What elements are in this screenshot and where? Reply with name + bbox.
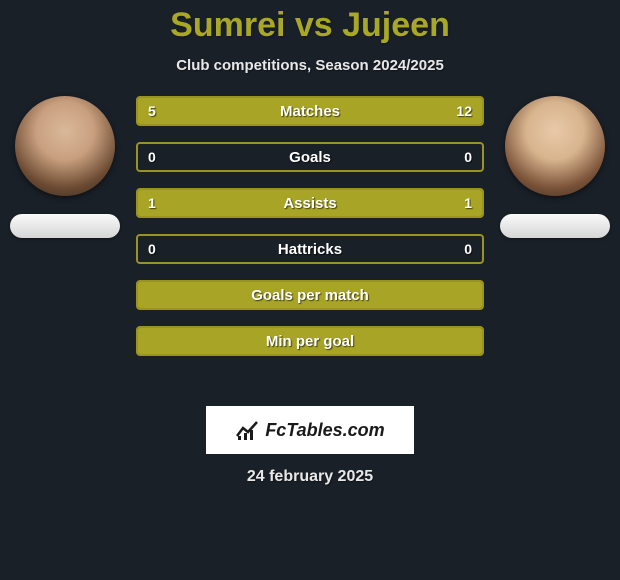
stat-row: 512Matches [136, 96, 484, 126]
source-logo: FcTables.com [206, 406, 414, 454]
source-logo-text: FcTables.com [265, 420, 384, 441]
chart-icon [235, 418, 259, 442]
comparison-title: Sumrei vs Jujeen [0, 0, 620, 45]
stat-label: Min per goal [138, 328, 482, 354]
stat-bars: 512Matches 00Goals 11Assists 00Hattricks Goa… [136, 96, 484, 356]
stat-label: Matches [138, 98, 482, 124]
stat-row: Goals per match [136, 280, 484, 310]
player-left-avatar [15, 96, 115, 196]
stat-row: 00Goals [136, 142, 484, 172]
comparison-subtitle: Club competitions, Season 2024/2025 [0, 57, 620, 74]
player-left-club-pill [10, 214, 120, 238]
stat-row: Min per goal [136, 326, 484, 356]
player-right-club-pill [500, 214, 610, 238]
player-right-avatar [505, 96, 605, 196]
comparison-date: 24 february 2025 [0, 468, 620, 486]
player-right-column [500, 96, 610, 238]
stat-row: 11Assists [136, 188, 484, 218]
stat-row: 00Hattricks [136, 234, 484, 264]
stat-label: Goals [138, 144, 482, 170]
stat-label: Hattricks [138, 236, 482, 262]
comparison-body: 512Matches 00Goals 11Assists 00Hattricks Goa… [0, 96, 620, 396]
stat-label: Assists [138, 190, 482, 216]
stat-label: Goals per match [138, 282, 482, 308]
player-left-column [10, 96, 120, 238]
